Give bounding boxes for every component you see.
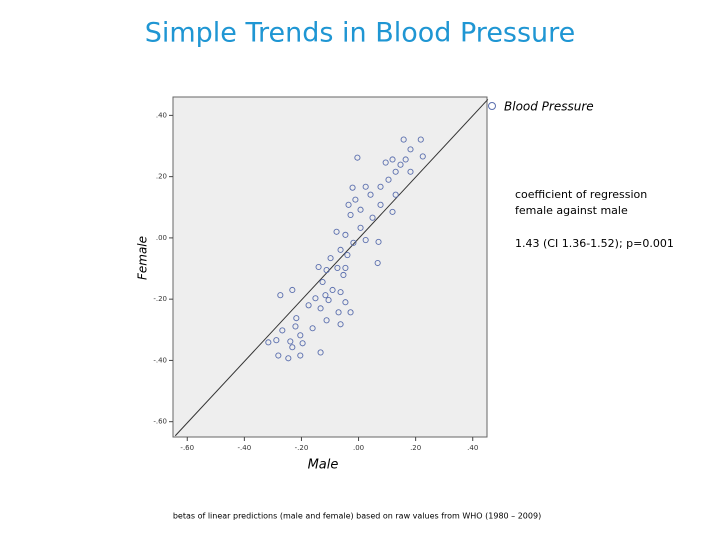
x-tick-label: -.20 (295, 444, 309, 452)
x-tick-label: .40 (467, 444, 478, 452)
x-tick-label: .20 (410, 444, 421, 452)
point (354, 154, 361, 161)
y-tick-label: -.20 (153, 295, 167, 303)
point (334, 264, 341, 271)
point (374, 259, 381, 267)
point (293, 315, 300, 322)
slide-title: Simple Trends in Blood Pressure (145, 18, 576, 49)
point (287, 338, 294, 345)
point (347, 309, 354, 316)
point (289, 344, 296, 351)
point (350, 239, 357, 246)
point (273, 337, 280, 344)
point (325, 297, 332, 304)
point (335, 309, 342, 316)
point (337, 289, 344, 296)
point (340, 271, 347, 279)
point (265, 339, 272, 346)
point (357, 206, 364, 213)
point (385, 176, 392, 183)
point (375, 238, 382, 245)
point (352, 196, 359, 203)
point (389, 208, 396, 215)
point (337, 321, 344, 328)
point (392, 191, 399, 198)
y-tick-label: .20 (156, 173, 167, 181)
point (402, 156, 409, 163)
annotation: coefficient of regression (515, 188, 647, 201)
point (333, 228, 340, 235)
point (292, 323, 299, 330)
x-tick-label: -.60 (180, 444, 194, 452)
point (277, 292, 284, 299)
x-tick-label: -.40 (238, 444, 252, 452)
point (297, 352, 304, 359)
point (327, 255, 334, 262)
plot-area (172, 96, 488, 438)
point (417, 136, 424, 143)
point (400, 136, 407, 143)
point (362, 183, 369, 190)
point (342, 299, 349, 306)
point (369, 214, 376, 221)
point (289, 286, 296, 294)
point (382, 159, 389, 166)
point (319, 278, 326, 286)
point (342, 231, 349, 238)
point (389, 156, 396, 163)
annotation: 1.43 (CI 1.36-1.52); p=0.001 (515, 237, 674, 250)
y-tick-label: .40 (156, 111, 167, 119)
y-tick-label: -.60 (153, 418, 167, 426)
point (419, 153, 426, 160)
annotation: female against male (515, 204, 628, 217)
point (349, 184, 356, 191)
y-tick-label: -.40 (153, 356, 167, 364)
point (309, 325, 316, 332)
point (407, 168, 414, 175)
point (377, 201, 384, 208)
legend-label: Blood Pressure (504, 100, 594, 114)
point (362, 236, 369, 244)
footnote: betas of linear predictions (male and fe… (173, 512, 541, 521)
point (367, 191, 374, 198)
point (392, 168, 399, 175)
legend-marker (488, 102, 496, 110)
y-tick-label: .00 (156, 234, 167, 242)
point (312, 295, 319, 302)
x-axis-label: Male (308, 458, 339, 473)
point (344, 252, 351, 259)
point (345, 201, 352, 208)
x-tick-label: .00 (353, 444, 364, 452)
point (323, 317, 330, 324)
point (279, 327, 286, 334)
point (357, 224, 364, 231)
point (347, 211, 354, 218)
point (407, 146, 414, 153)
y-axis-label: Female (136, 236, 150, 280)
point (377, 183, 384, 190)
point (275, 352, 282, 359)
point (317, 349, 324, 356)
point (315, 263, 322, 271)
point (305, 302, 312, 309)
point (299, 340, 306, 347)
point (337, 246, 344, 253)
point (322, 292, 329, 299)
point (285, 355, 292, 362)
point (342, 264, 349, 271)
point (329, 286, 336, 294)
point (317, 305, 324, 312)
point (397, 161, 404, 168)
fit-line (174, 99, 489, 437)
point (323, 267, 330, 274)
point (297, 332, 304, 339)
